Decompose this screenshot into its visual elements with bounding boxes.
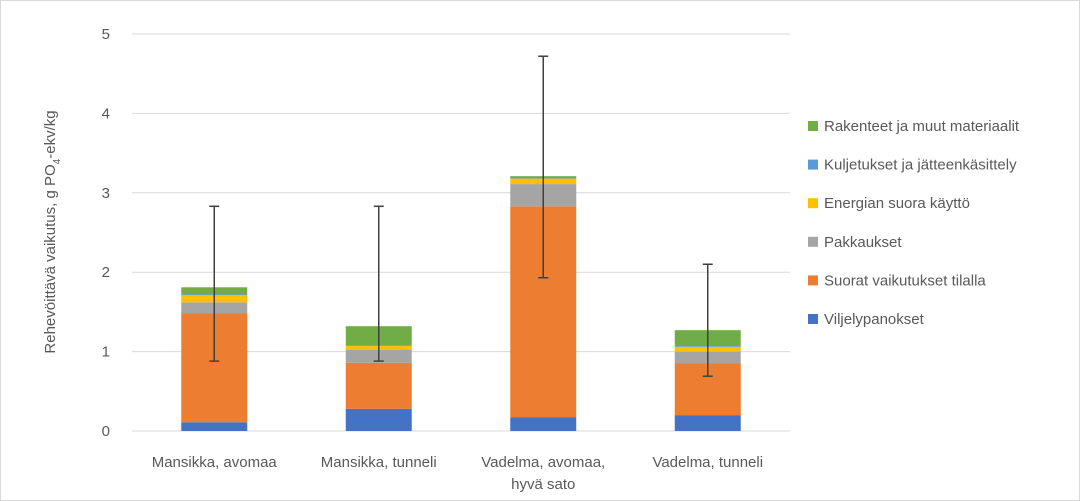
legend-swatch	[808, 314, 818, 324]
y-axis-ticks: 0 1 2 3 4 5	[102, 26, 110, 440]
y-tick-label: 4	[102, 105, 110, 122]
legend-swatch	[808, 159, 818, 170]
y-axis-title: Rehevöittävä vaikutus, g PO4-ekv/kg	[42, 110, 63, 353]
y-tick-label: 0	[102, 423, 110, 440]
y-tick-label: 1	[102, 344, 110, 361]
y-tick-label: 5	[102, 26, 110, 43]
bar-segment-3-0	[674, 415, 741, 431]
legend-label: Suorat vaikutukset tilalla	[824, 272, 986, 289]
error-bars	[209, 55, 713, 377]
x-tick-label: Mansikka, tunneli	[321, 454, 437, 471]
legend-swatch	[808, 121, 818, 131]
legend: Rakenteet ja muut materiaalit Kuljetukset…	[808, 118, 1020, 328]
x-tick-label: Mansikka, avomaa	[152, 454, 278, 471]
x-tick-label: Vadelma, tunneli	[652, 454, 763, 471]
legend-label: Energian suora käyttö	[824, 195, 970, 212]
bar-segment-2-0	[510, 417, 577, 431]
legend-label: Kuljetukset ja jätteenkäsittely	[824, 157, 1017, 174]
legend-swatch	[808, 236, 818, 247]
y-tick-label: 3	[102, 185, 110, 202]
legend-swatch	[808, 198, 818, 209]
bar-segment-1-0	[345, 408, 412, 431]
y-tick-label: 2	[102, 264, 110, 281]
bar-segment-0-0	[181, 422, 248, 431]
x-tick-label: Vadelma, avomaa, hyvä sato	[481, 454, 605, 493]
x-axis-ticks: Mansikka, avomaa Mansikka, tunneli Vadelma…	[152, 454, 763, 493]
legend-label: Rakenteet ja muut materiaalit	[824, 118, 1020, 135]
legend-label: Viljelypanokset	[824, 311, 925, 328]
legend-swatch	[808, 275, 818, 286]
bar-segment-1-1	[345, 362, 412, 409]
legend-label: Pakkaukset	[824, 234, 902, 251]
